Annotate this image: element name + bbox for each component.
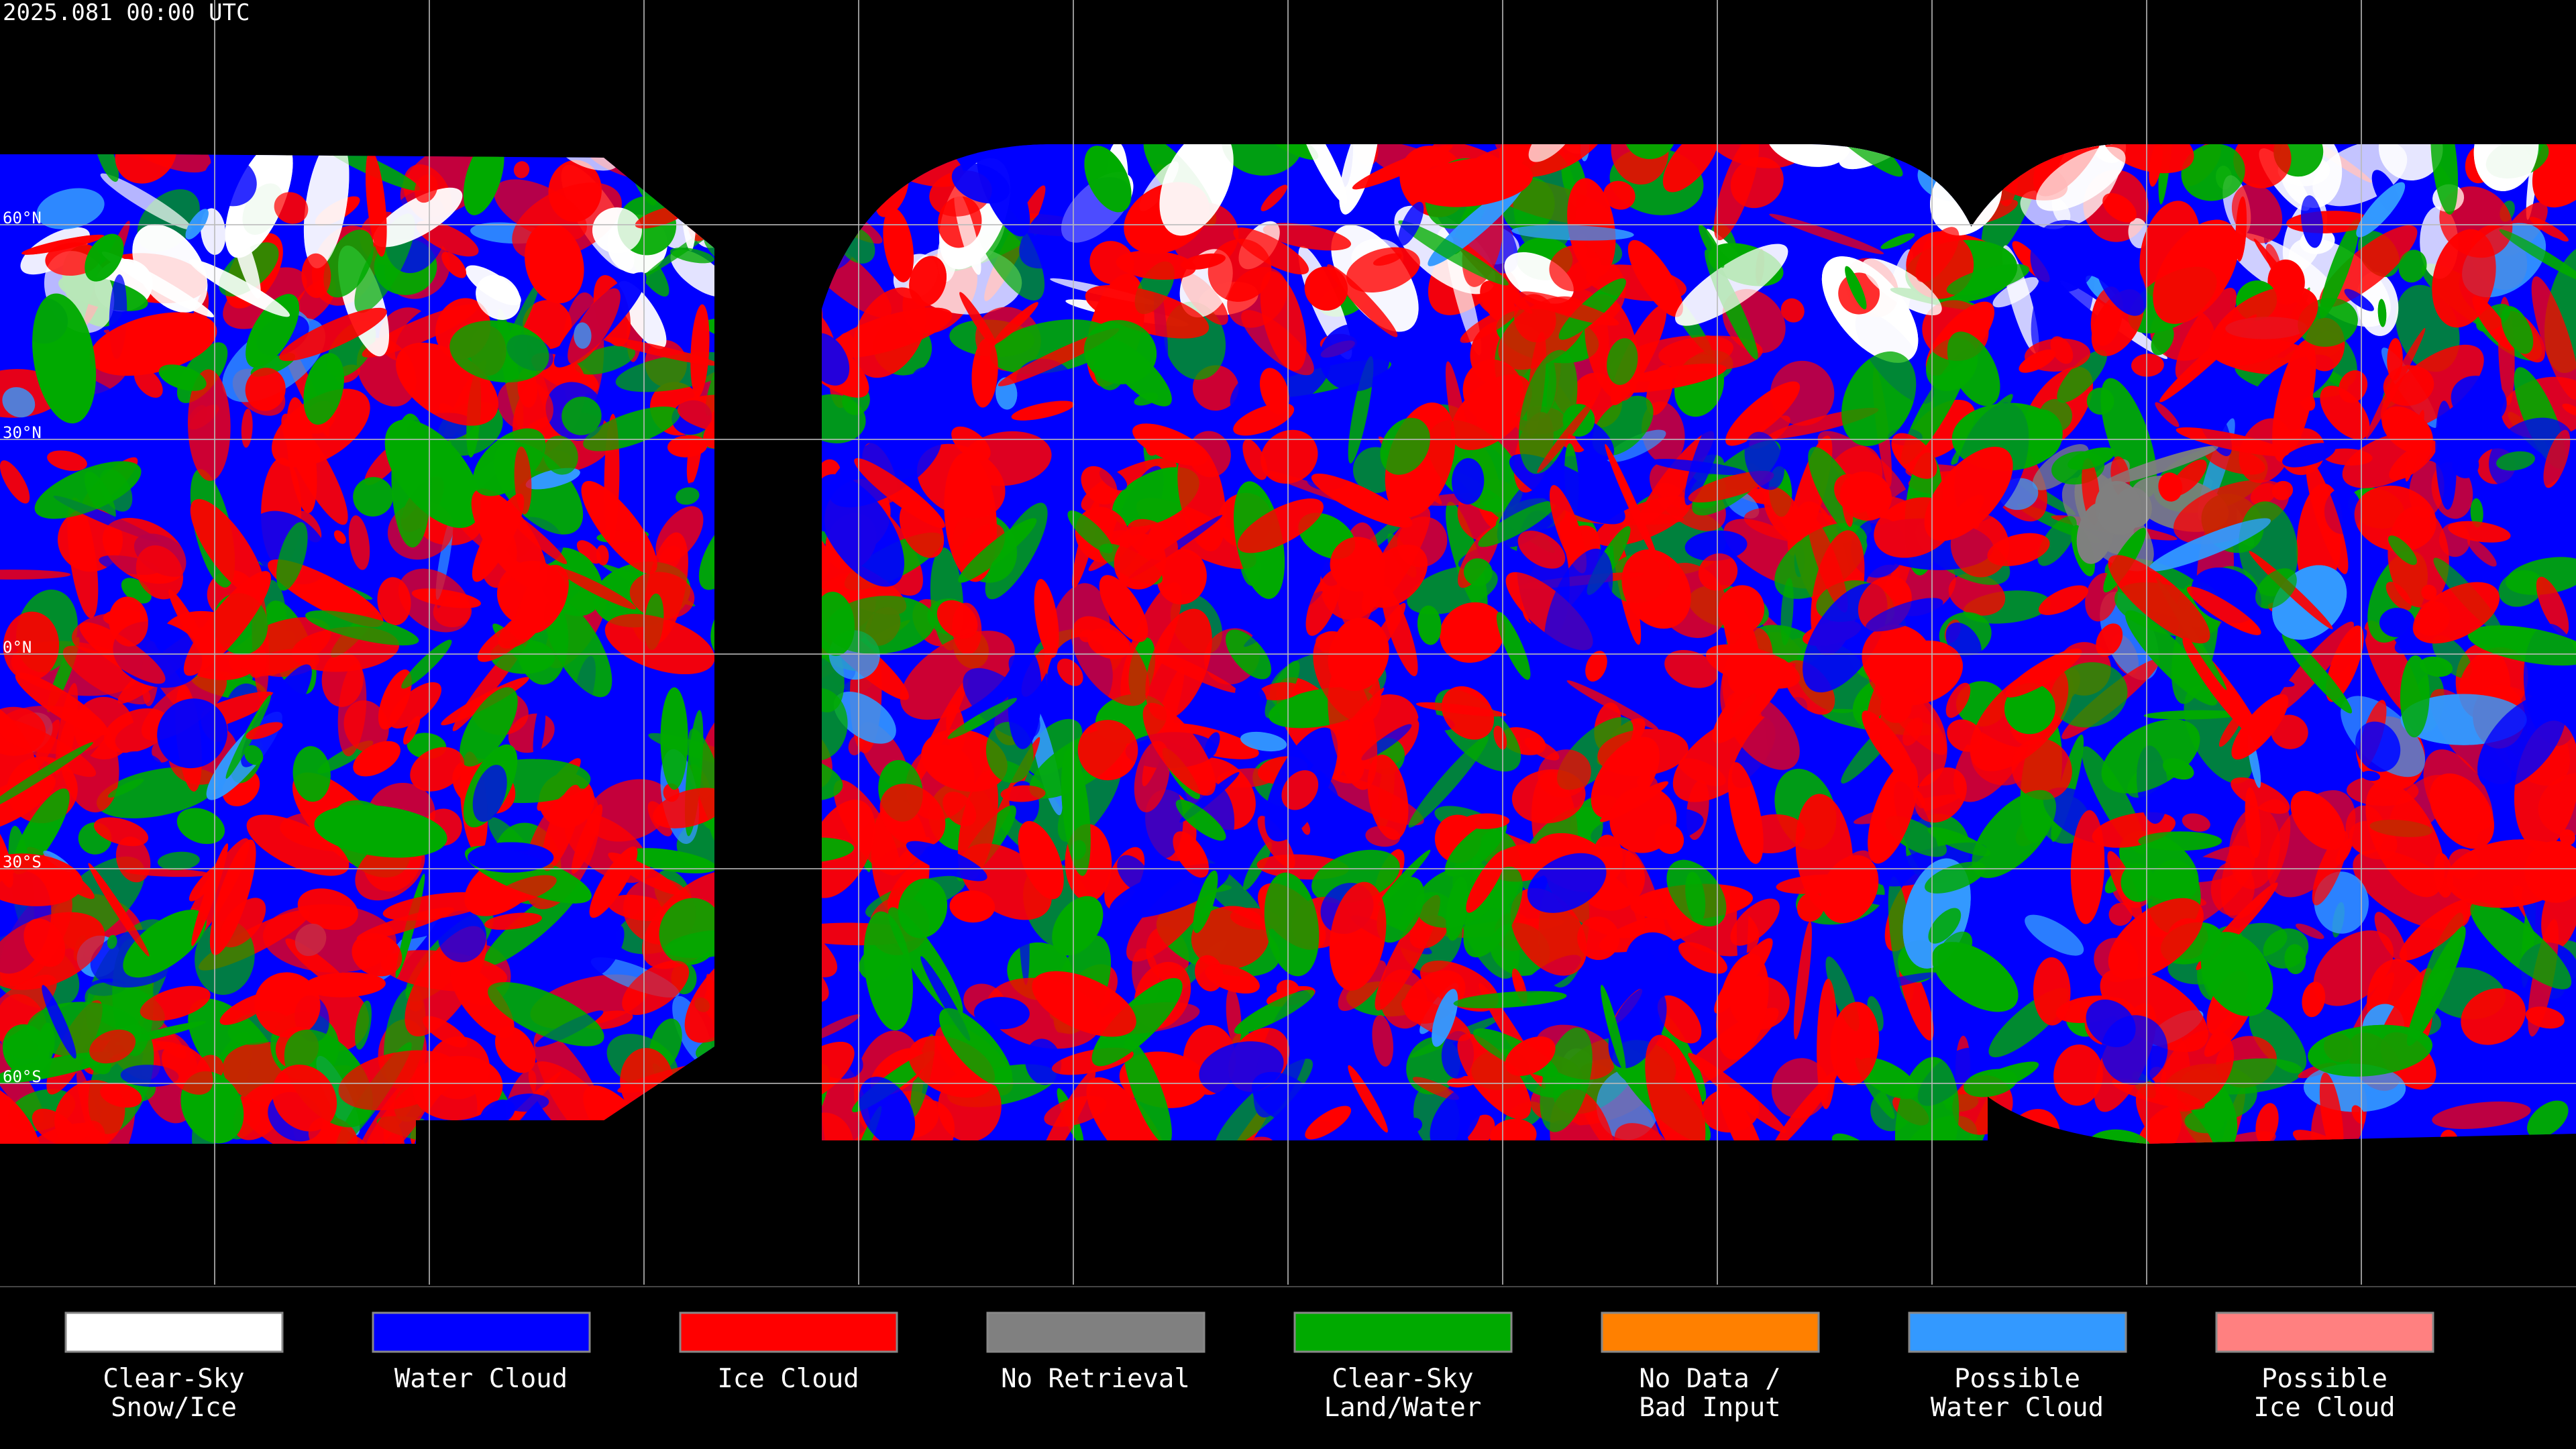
cloud-patch bbox=[2432, 635, 2472, 678]
cloud-patch bbox=[0, 401, 58, 525]
cloud-patch bbox=[157, 851, 200, 871]
latitude-label: 60°N bbox=[3, 209, 42, 227]
legend-label: Possible bbox=[2261, 1364, 2387, 1394]
legend-label: Land/Water bbox=[1324, 1393, 1482, 1423]
latitude-label: 30°N bbox=[3, 423, 42, 442]
legend-swatch bbox=[986, 1311, 1205, 1353]
cloud-patch bbox=[2296, 923, 2324, 939]
cloud-patch bbox=[1662, 144, 1719, 193]
latitude-label: 0°N bbox=[3, 638, 32, 657]
legend-swatch bbox=[679, 1311, 898, 1353]
cloud-patch bbox=[2527, 1100, 2569, 1138]
cloud-patch bbox=[1322, 1044, 1340, 1081]
legend-label: No Retrieval bbox=[1001, 1364, 1190, 1394]
legend-panel bbox=[0, 1287, 2576, 1449]
legend-swatch bbox=[2215, 1311, 2434, 1353]
cloud-patch bbox=[1664, 649, 1718, 688]
cloud-patch bbox=[660, 687, 688, 790]
legend-swatch bbox=[1293, 1311, 1513, 1353]
cloud-patch bbox=[2467, 538, 2497, 567]
cloud-patch bbox=[2025, 914, 2084, 956]
latitude-label: 60°S bbox=[3, 1067, 42, 1086]
legend-swatch bbox=[1601, 1311, 1820, 1353]
legend-swatch bbox=[64, 1311, 284, 1353]
cloud-patch bbox=[274, 711, 330, 755]
cloud-patch bbox=[576, 540, 602, 564]
cloud-patch bbox=[2143, 710, 2243, 720]
legend-label: Water Cloud bbox=[1931, 1393, 2104, 1423]
cloud-patch bbox=[2320, 385, 2370, 439]
cloud-patch bbox=[1006, 144, 1070, 160]
cloud-patch bbox=[1260, 184, 1288, 211]
legend-label: Clear-Sky bbox=[103, 1364, 244, 1394]
legend-label: No Data / bbox=[1639, 1364, 1780, 1394]
cloud-patch bbox=[1372, 1014, 1394, 1067]
legend-label: Bad Input bbox=[1639, 1393, 1780, 1423]
cloud-patch bbox=[1086, 1077, 1167, 1144]
cloud-patch bbox=[36, 188, 105, 229]
legend-label: Water Cloud bbox=[394, 1364, 568, 1394]
cloud-patch bbox=[1606, 429, 1666, 463]
cloud-patch bbox=[2265, 1004, 2317, 1032]
cloud-patch bbox=[2, 387, 36, 418]
cloud-patch bbox=[1123, 1038, 1172, 1144]
latitude-label: 30°S bbox=[3, 853, 42, 871]
cloud-patch bbox=[2158, 144, 2174, 205]
legend-label: Ice Cloud bbox=[2253, 1393, 2395, 1423]
cloud-patch bbox=[0, 570, 71, 580]
cloud-patch bbox=[2178, 1131, 2276, 1144]
cloud-patch bbox=[2155, 402, 2180, 427]
cloud-patch bbox=[91, 144, 211, 173]
cloud-patch bbox=[100, 173, 192, 230]
cloud-patch bbox=[2086, 387, 2114, 415]
cloud-patch bbox=[625, 848, 717, 873]
cloud-patch bbox=[900, 631, 1015, 720]
cloud-patch bbox=[348, 515, 370, 570]
legend-label: Ice Cloud bbox=[717, 1364, 859, 1394]
cloud-patch bbox=[912, 366, 1022, 455]
timestamp: 2025.081 00:00 UTC bbox=[3, 0, 250, 26]
cloud-patch bbox=[1766, 144, 1851, 167]
legend-swatch bbox=[372, 1311, 591, 1353]
cloud-patch bbox=[2385, 582, 2412, 610]
legend-label: Snow/Ice bbox=[111, 1393, 237, 1423]
cloud-patch bbox=[2108, 902, 2133, 926]
legend-label: Possible bbox=[1954, 1364, 2080, 1394]
cloud-patch bbox=[2432, 1101, 2531, 1130]
legend-label: Clear-Sky bbox=[1332, 1364, 1473, 1394]
cloud-patch bbox=[2138, 831, 2222, 851]
cloud-patch bbox=[2249, 1008, 2307, 1074]
legend-swatch bbox=[1908, 1311, 2127, 1353]
cloud-patch bbox=[47, 450, 87, 471]
